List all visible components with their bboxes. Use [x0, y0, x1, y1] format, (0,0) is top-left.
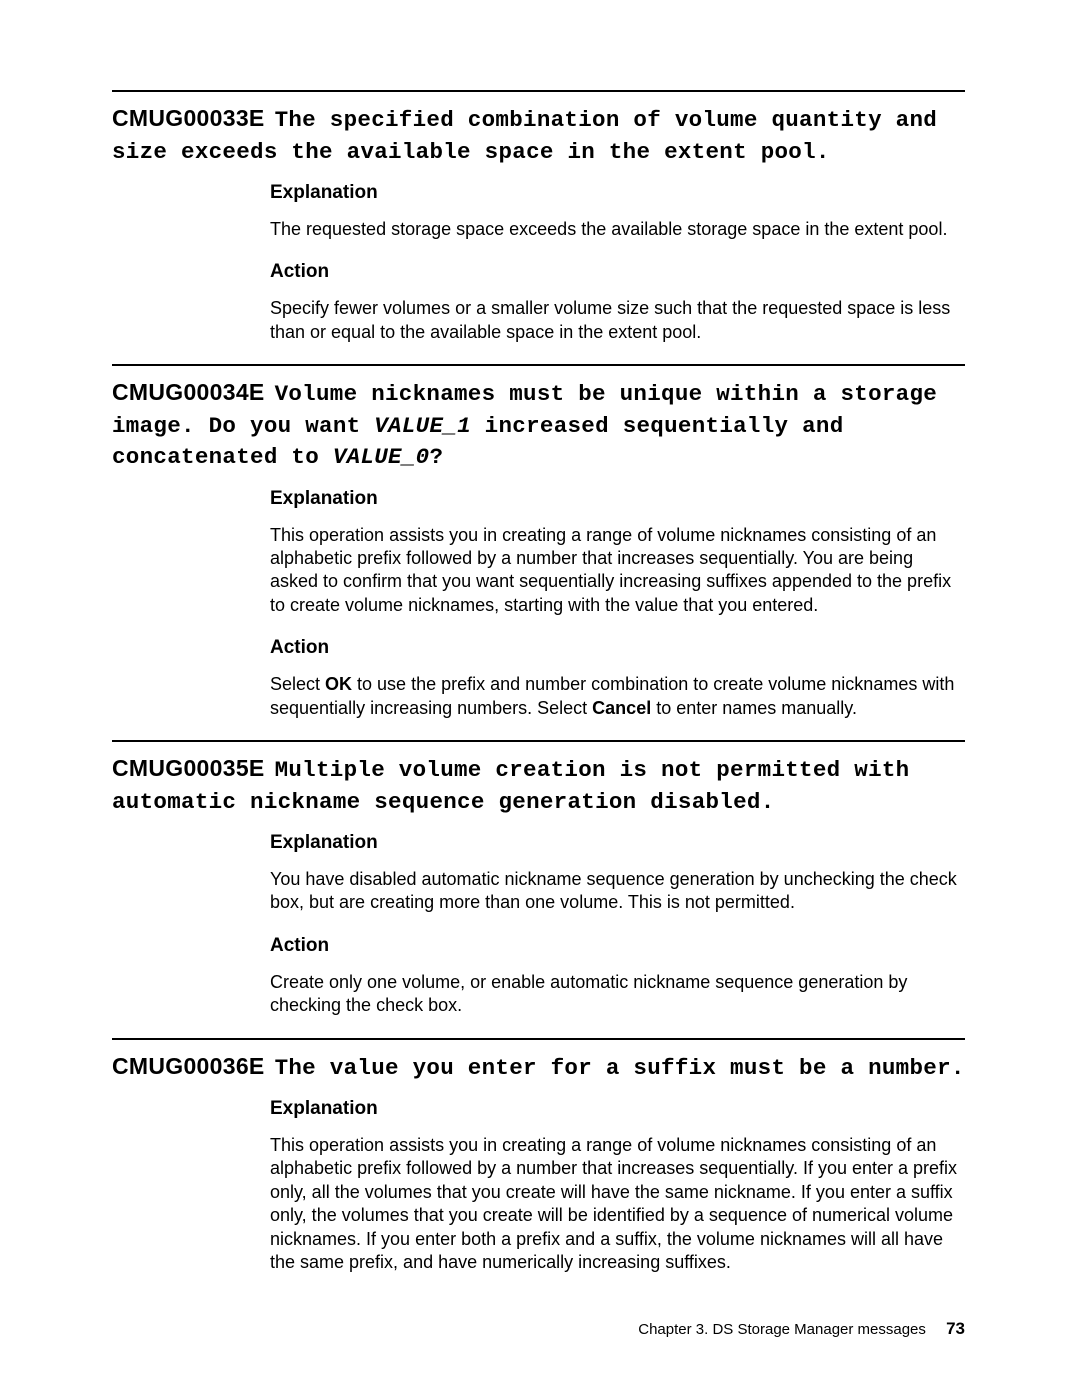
message-entry: CMUG00034EVolume nicknames must be uniqu…	[112, 364, 965, 720]
section-text: This operation assists you in creating a…	[270, 524, 965, 618]
message-body: Explanation You have disabled automatic n…	[270, 832, 965, 1018]
divider-rule	[112, 90, 965, 92]
section-text: The requested storage space exceeds the …	[270, 218, 965, 241]
message-title-variable: VALUE_1	[374, 413, 471, 439]
page-footer: Chapter 3. DS Storage Manager messages 7…	[638, 1319, 965, 1339]
message-body: Explanation This operation assists you in…	[270, 488, 965, 720]
message-code: CMUG00036E	[112, 1053, 265, 1079]
message-title-variable: VALUE_0	[333, 444, 430, 470]
message-title: CMUG00034EVolume nicknames must be uniqu…	[112, 376, 965, 474]
message-title: CMUG00033EThe specified combination of v…	[112, 102, 965, 168]
message-entries: CMUG00033EThe specified combination of v…	[112, 90, 965, 1274]
footer-chapter: Chapter 3. DS Storage Manager messages	[638, 1321, 926, 1338]
section-heading: Explanation	[270, 488, 965, 510]
message-code: CMUG00033E	[112, 105, 265, 131]
message-body: Explanation This operation assists you in…	[270, 1098, 965, 1274]
message-title: CMUG00035EMultiple volume creation is no…	[112, 752, 965, 818]
divider-rule	[112, 1038, 965, 1040]
section-heading: Explanation	[270, 182, 965, 204]
section-heading: Action	[270, 637, 965, 659]
section-text: Create only one volume, or enable automa…	[270, 971, 965, 1018]
divider-rule	[112, 740, 965, 742]
message-entry: CMUG00033EThe specified combination of v…	[112, 90, 965, 344]
section-heading: Explanation	[270, 832, 965, 854]
message-code: CMUG00034E	[112, 379, 265, 405]
section-text: Select OK to use the prefix and number c…	[270, 673, 965, 720]
message-code: CMUG00035E	[112, 755, 265, 781]
divider-rule	[112, 364, 965, 366]
section-text: This operation assists you in creating a…	[270, 1134, 965, 1274]
message-body: Explanation The requested storage space e…	[270, 182, 965, 344]
section-text: Specify fewer volumes or a smaller volum…	[270, 297, 965, 344]
message-entry: CMUG00035EMultiple volume creation is no…	[112, 740, 965, 1018]
section-heading: Explanation	[270, 1098, 965, 1120]
document-page: CMUG00033EThe specified combination of v…	[0, 0, 1080, 1397]
message-title: CMUG00036E The value you enter for a suff…	[112, 1050, 965, 1085]
message-entry: CMUG00036E The value you enter for a suff…	[112, 1038, 965, 1275]
section-heading: Action	[270, 935, 965, 957]
message-title-text: ?	[429, 444, 443, 470]
section-heading: Action	[270, 261, 965, 283]
footer-page-number: 73	[946, 1319, 965, 1338]
message-title-text: The value you enter for a suffix must be…	[275, 1055, 965, 1081]
section-text: You have disabled automatic nickname seq…	[270, 868, 965, 915]
